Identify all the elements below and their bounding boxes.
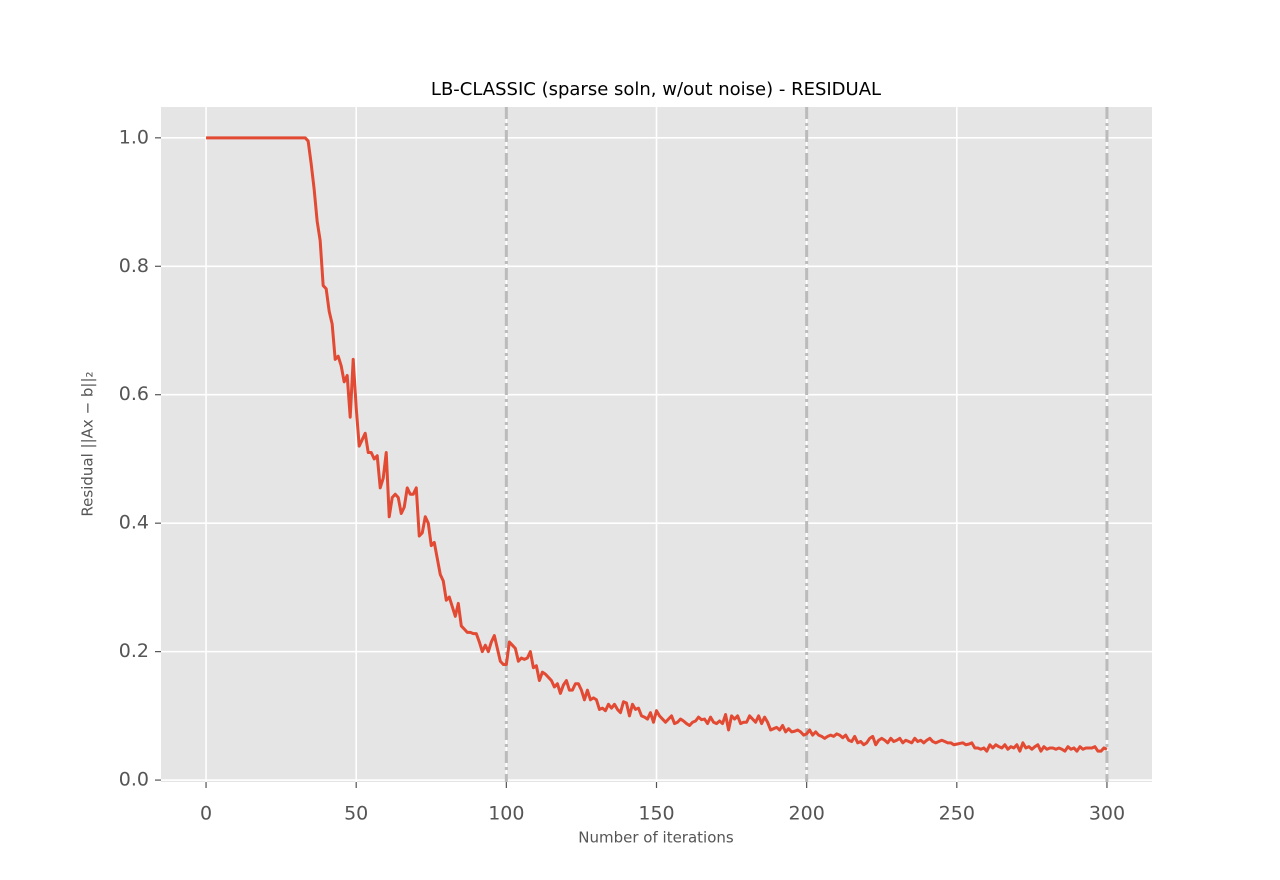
y-tick-label: 0.2 xyxy=(119,640,149,662)
chart-title: LB-CLASSIC (sparse soln, w/out noise) - … xyxy=(431,79,881,100)
x-tick-label: 50 xyxy=(344,803,368,825)
x-tick-label: 0 xyxy=(200,803,212,825)
y-axis-label: Residual ||Ax − b||₂ xyxy=(79,371,97,516)
x-tick-label: 300 xyxy=(1089,803,1125,825)
x-tick-label: 200 xyxy=(789,803,825,825)
residual-line xyxy=(206,136,1108,753)
y-tick-label: 0.8 xyxy=(119,255,149,277)
y-tick-label: 0.6 xyxy=(119,383,149,405)
y-tick-label: 0.0 xyxy=(119,769,149,791)
x-axis-label: Number of iterations xyxy=(578,829,734,847)
x-tick-label: 100 xyxy=(488,803,524,825)
y-tick-label: 1.0 xyxy=(119,126,149,148)
x-tick-label: 150 xyxy=(638,803,674,825)
x-tick-label: 250 xyxy=(939,803,975,825)
y-tick-label: 0.4 xyxy=(119,512,149,534)
